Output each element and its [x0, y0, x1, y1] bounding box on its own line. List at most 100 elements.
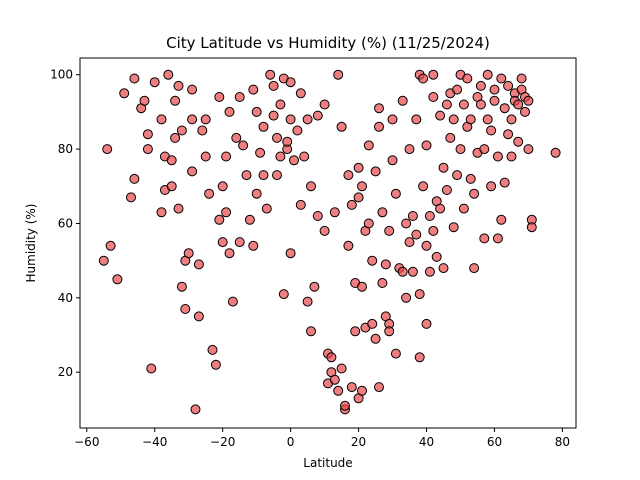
data-point — [217, 237, 228, 248]
data-point — [363, 140, 374, 151]
data-point — [401, 292, 412, 303]
data-point — [275, 99, 286, 110]
data-point — [272, 170, 282, 181]
data-point — [142, 129, 153, 140]
data-point — [465, 173, 476, 184]
data-point — [227, 296, 238, 307]
data-point — [173, 80, 184, 91]
data-point — [343, 240, 354, 251]
y-tick-label: 60 — [58, 216, 73, 230]
data-point — [234, 237, 245, 248]
data-point — [421, 318, 432, 329]
data-point — [170, 95, 181, 106]
data-point — [289, 155, 299, 166]
data-point — [231, 132, 242, 143]
data-point — [299, 151, 310, 162]
data-point — [238, 140, 249, 151]
data-point — [295, 88, 306, 99]
data-point — [193, 311, 204, 322]
data-point — [275, 151, 286, 162]
data-point — [200, 114, 211, 125]
data-point — [272, 132, 282, 143]
data-point — [414, 289, 425, 300]
data-point — [452, 170, 463, 181]
data-point — [258, 121, 269, 132]
data-point — [387, 155, 398, 166]
data-point — [126, 192, 136, 203]
data-point — [370, 333, 381, 344]
data-point — [166, 181, 177, 192]
data-point — [526, 222, 537, 233]
data-point — [353, 192, 364, 203]
data-point — [176, 125, 187, 136]
data-point — [374, 103, 384, 114]
data-point — [197, 125, 208, 136]
data-point — [248, 84, 259, 95]
data-point — [146, 363, 157, 374]
data-point — [482, 69, 493, 80]
x-axis-ticks: −60 −40 −20 0 20 40 60 80 — [74, 428, 570, 449]
data-point — [346, 382, 357, 393]
y-axis-label: Humidity (%) — [24, 204, 38, 283]
data-point — [309, 281, 320, 292]
data-point — [424, 211, 435, 221]
data-point — [319, 99, 330, 110]
data-point — [458, 203, 469, 214]
x-tick-label: 20 — [351, 435, 366, 449]
x-axis-label: Latitude — [303, 456, 352, 470]
data-point — [475, 99, 486, 110]
data-point — [306, 181, 316, 192]
data-point — [377, 207, 388, 218]
data-point — [268, 110, 279, 121]
data-point — [367, 255, 378, 266]
x-tick-label: 80 — [555, 435, 570, 449]
data-point — [190, 404, 201, 415]
data-points — [98, 69, 561, 415]
data-point — [370, 166, 381, 177]
data-point — [421, 240, 432, 251]
data-point — [285, 248, 296, 259]
data-point — [98, 255, 109, 266]
data-point — [251, 106, 262, 117]
data-point — [214, 92, 225, 102]
data-point — [255, 147, 266, 158]
data-point — [265, 69, 276, 80]
data-point — [357, 281, 367, 292]
data-point — [377, 278, 388, 288]
data-point — [397, 266, 408, 277]
data-point — [496, 73, 507, 84]
data-point — [431, 251, 442, 262]
data-point — [475, 80, 486, 91]
data-point — [503, 129, 514, 140]
data-point — [492, 233, 503, 244]
data-point — [326, 352, 337, 363]
data-point — [258, 170, 269, 181]
data-point — [418, 181, 429, 192]
data-point — [404, 237, 415, 248]
data-point — [384, 225, 395, 236]
data-point — [302, 114, 313, 125]
data-point — [129, 73, 140, 84]
y-axis-ticks: 20 40 60 80 100 — [50, 68, 80, 379]
data-point — [448, 114, 459, 125]
data-point — [173, 203, 184, 214]
data-point — [112, 274, 123, 285]
data-point — [210, 359, 221, 370]
data-point — [149, 77, 160, 88]
data-point — [465, 114, 476, 125]
data-point — [251, 188, 262, 199]
data-point — [343, 170, 354, 181]
x-tick-label: −60 — [74, 435, 99, 449]
data-point — [523, 144, 534, 155]
data-point — [445, 132, 456, 143]
data-point — [207, 344, 218, 355]
data-point — [428, 69, 439, 80]
data-point — [187, 114, 198, 125]
data-point — [319, 225, 330, 236]
data-point — [387, 114, 398, 125]
data-point — [329, 374, 340, 385]
data-point — [350, 326, 361, 337]
data-point — [261, 203, 272, 214]
data-point — [187, 84, 198, 95]
